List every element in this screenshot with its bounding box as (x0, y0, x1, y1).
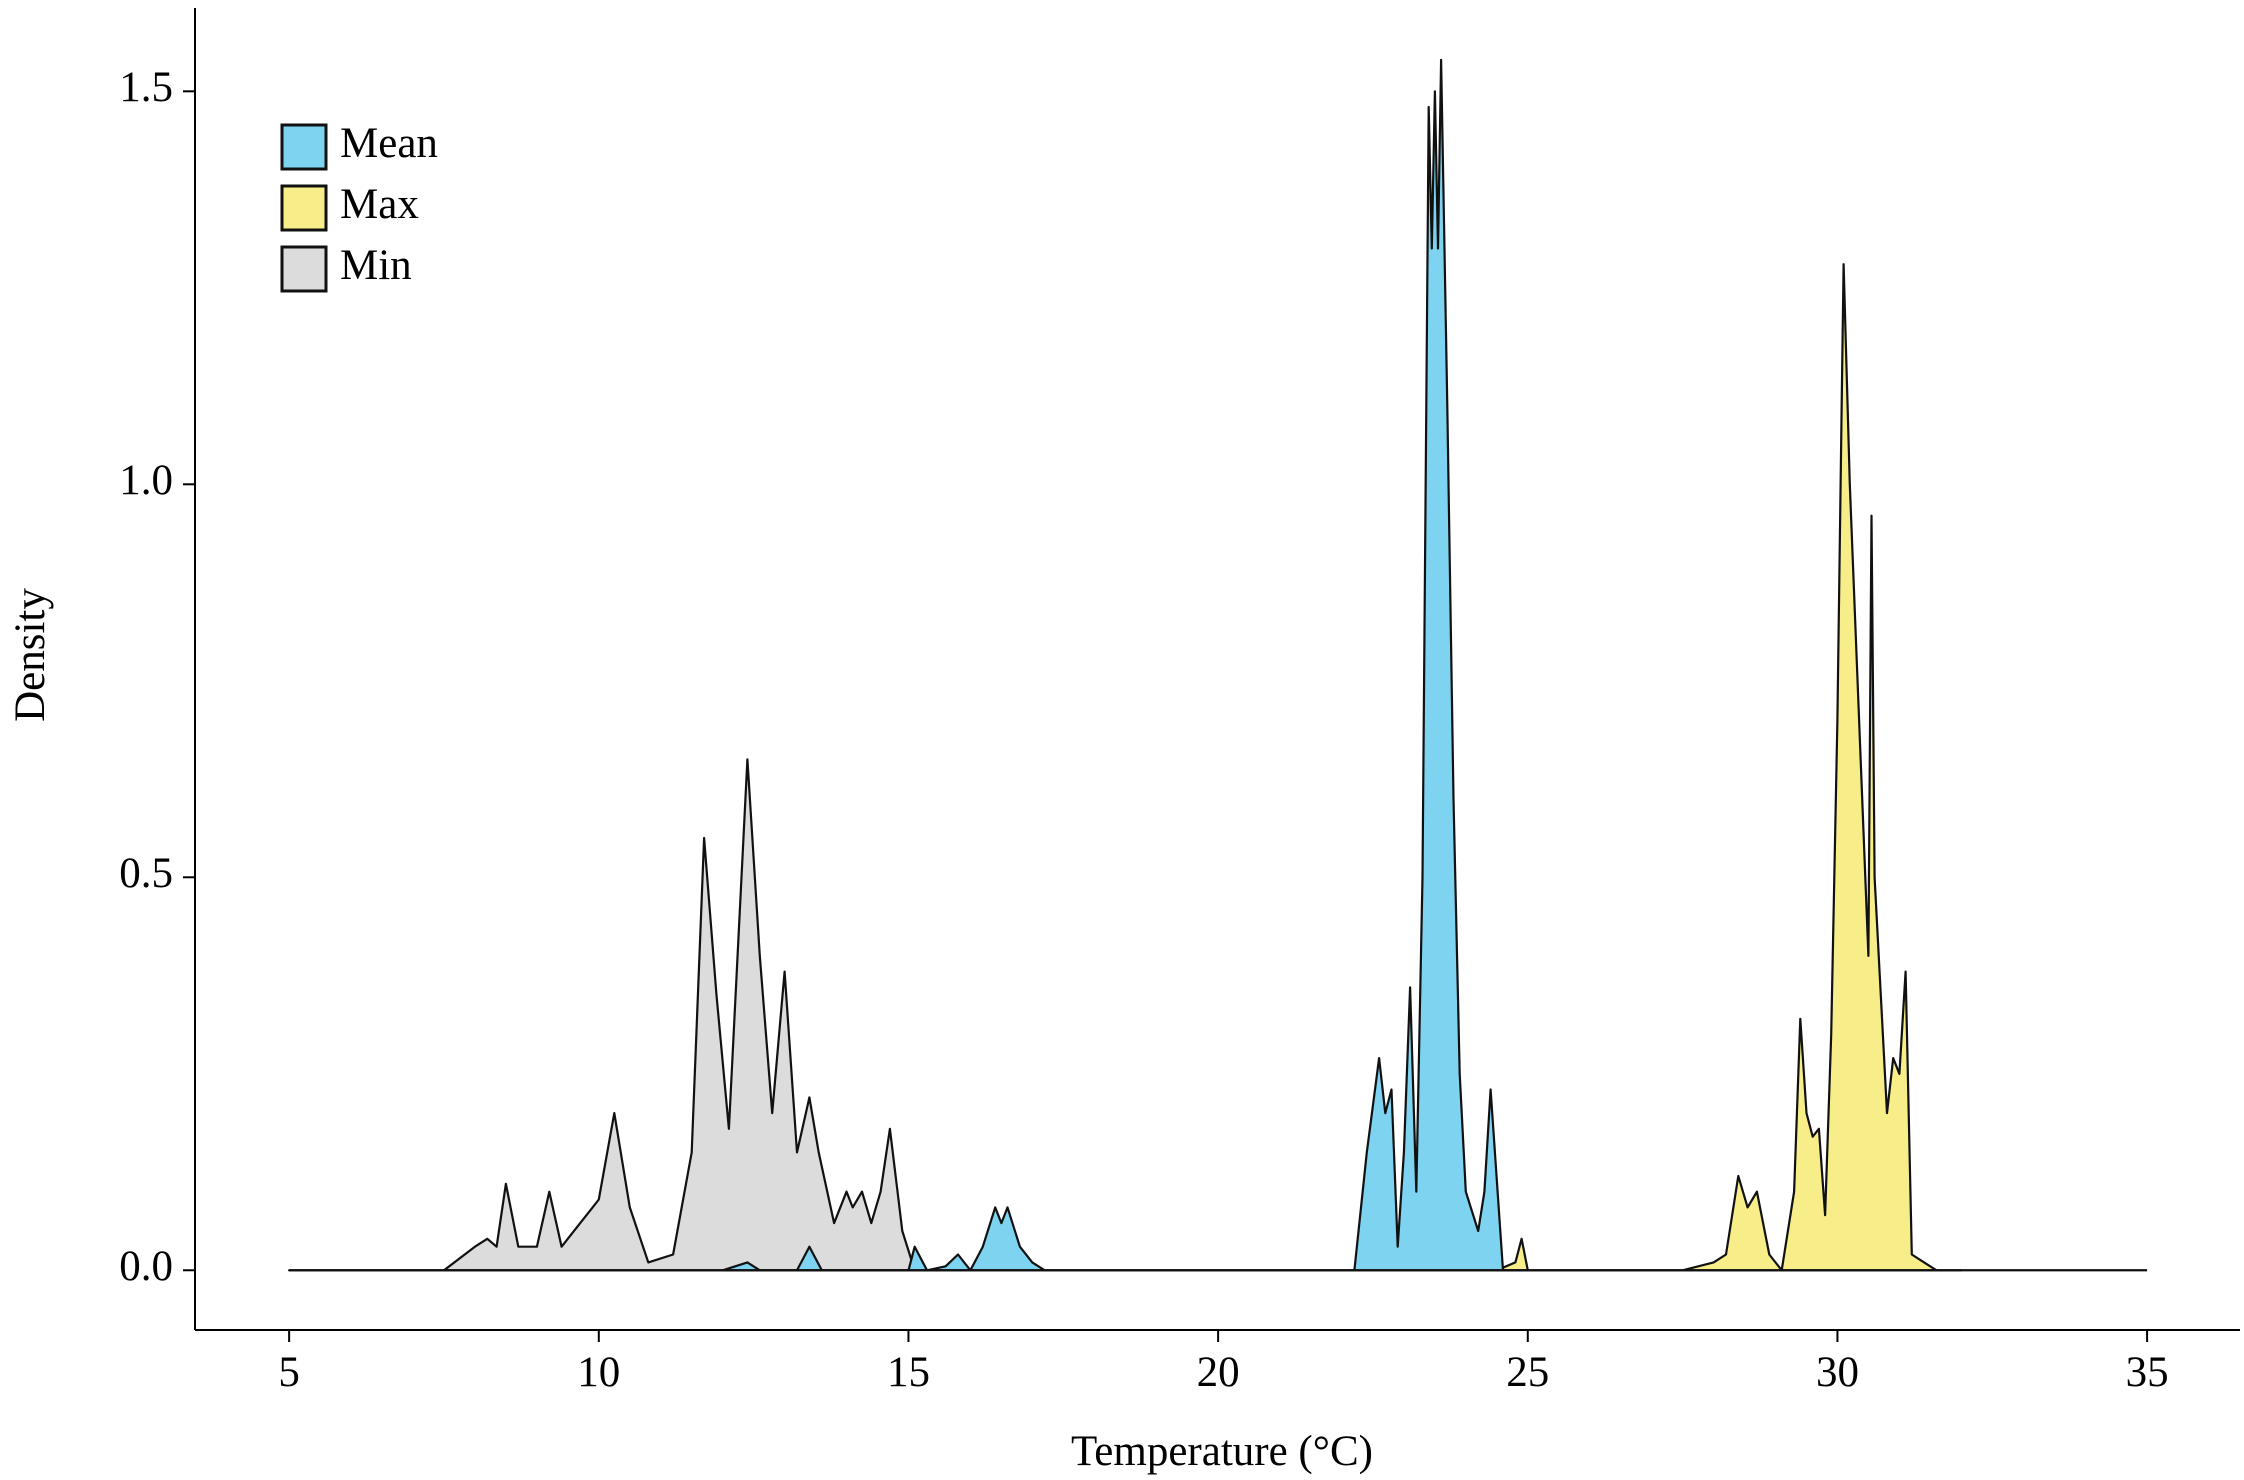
y-tick-label: 1.0 (119, 457, 173, 504)
y-tick-label: 0.5 (119, 850, 173, 897)
legend-swatch (280, 123, 328, 171)
x-tick-label: 20 (1197, 1349, 1240, 1396)
x-tick-label: 30 (1816, 1349, 1859, 1396)
legend-swatch (280, 245, 328, 293)
y-tick-label: 1.5 (119, 64, 173, 111)
x-tick-label: 5 (278, 1349, 300, 1396)
y-tick-label: 0.0 (119, 1243, 173, 1290)
legend-label: Mean (340, 120, 438, 167)
x-tick-label: 35 (2126, 1349, 2169, 1396)
density-area (1495, 263, 1963, 1272)
density-area (288, 758, 941, 1272)
x-tick-label: 25 (1506, 1349, 1549, 1396)
legend-label: Min (340, 242, 412, 289)
x-tick-label: 15 (887, 1349, 930, 1396)
legend-label: Max (340, 181, 419, 228)
x-tick-label: 10 (577, 1349, 620, 1396)
legend-swatch (280, 184, 328, 232)
x-axis-title: Temperature (°C) (1071, 1428, 1373, 1475)
y-axis-title: Density (7, 588, 54, 722)
density-area (721, 58, 1529, 1272)
